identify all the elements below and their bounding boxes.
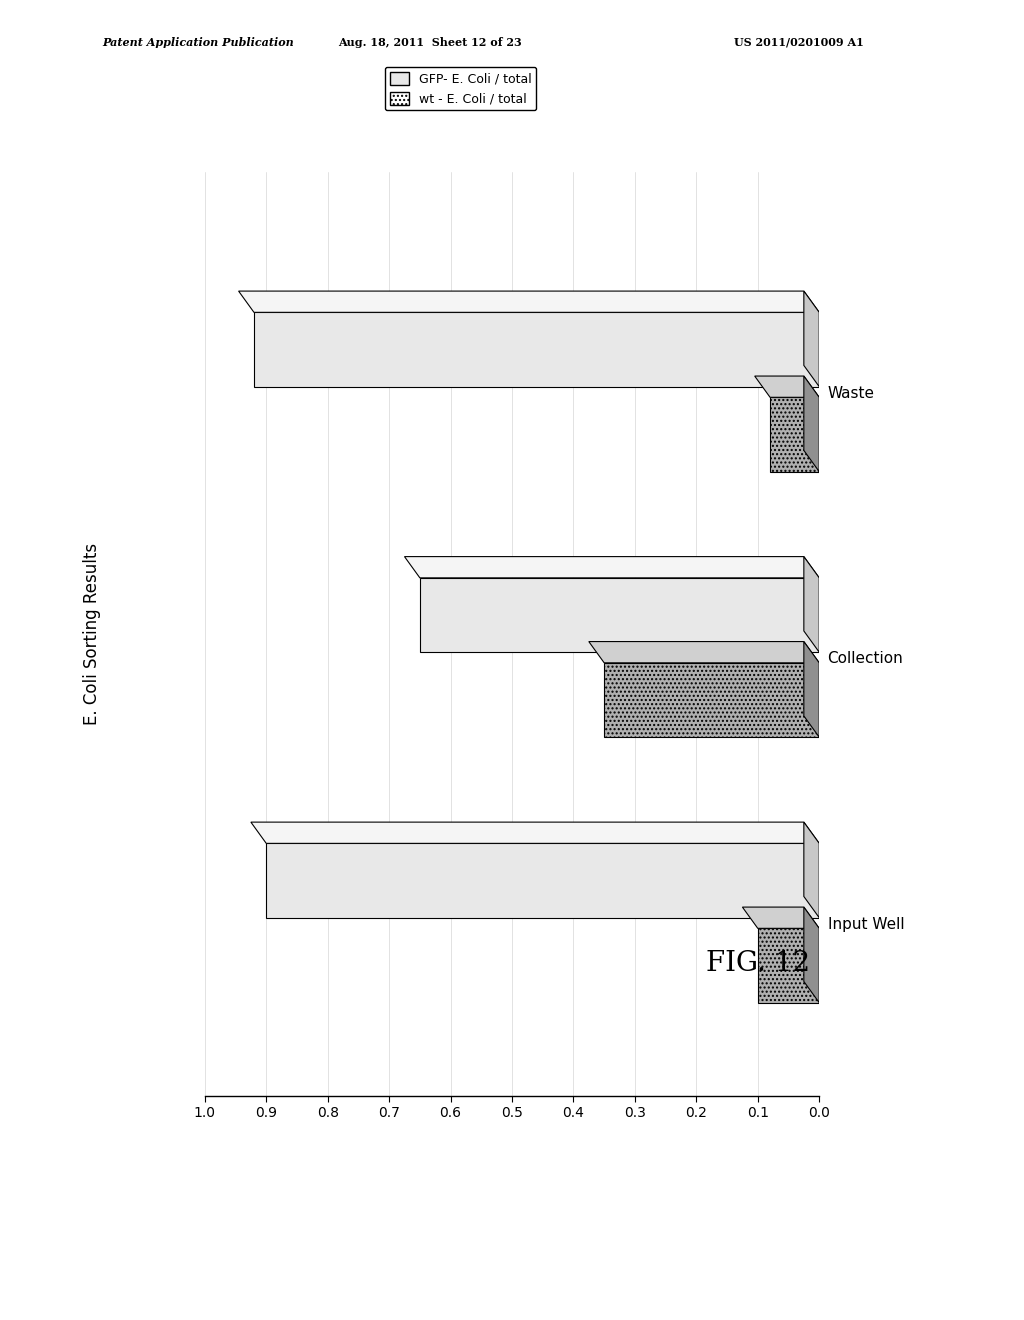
Text: FIG. 12: FIG. 12 — [706, 950, 810, 977]
Legend: GFP- E. Coli / total, wt - E. Coli / total: GFP- E. Coli / total, wt - E. Coli / tot… — [385, 67, 537, 111]
Text: E. Coli Sorting Results: E. Coli Sorting Results — [83, 543, 101, 725]
Polygon shape — [804, 292, 819, 387]
Polygon shape — [758, 928, 819, 1003]
Polygon shape — [770, 397, 819, 471]
Polygon shape — [239, 292, 819, 313]
Text: Aug. 18, 2011  Sheet 12 of 23: Aug. 18, 2011 Sheet 12 of 23 — [338, 37, 522, 48]
Text: US 2011/0201009 A1: US 2011/0201009 A1 — [734, 37, 863, 48]
Polygon shape — [804, 642, 819, 737]
Polygon shape — [251, 822, 819, 843]
Polygon shape — [804, 822, 819, 917]
Polygon shape — [420, 578, 819, 652]
Polygon shape — [755, 376, 819, 397]
Polygon shape — [266, 843, 819, 917]
Polygon shape — [254, 313, 819, 387]
Polygon shape — [404, 557, 819, 578]
Polygon shape — [604, 663, 819, 737]
Polygon shape — [742, 907, 819, 928]
Polygon shape — [804, 376, 819, 471]
Polygon shape — [589, 642, 819, 663]
Text: Patent Application Publication: Patent Application Publication — [102, 37, 294, 48]
Polygon shape — [804, 907, 819, 1003]
Polygon shape — [804, 557, 819, 652]
